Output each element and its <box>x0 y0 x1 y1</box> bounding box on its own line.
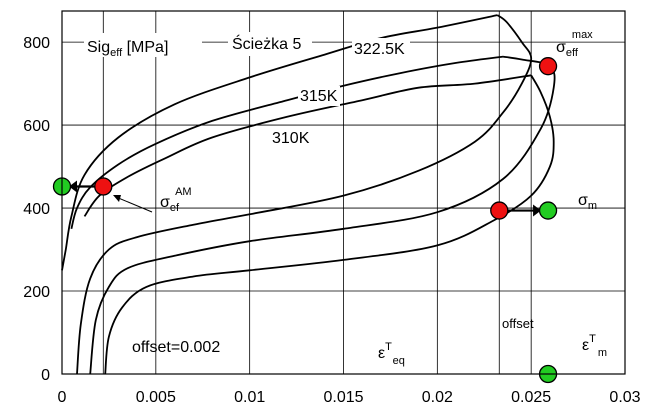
curve-310k-unloading <box>83 74 532 217</box>
sciezka-label-bg <box>228 32 312 56</box>
x-tick-label: 0.025 <box>511 389 551 406</box>
sigma-ef-am-arrow <box>115 196 153 213</box>
y-tick-label: 0 <box>41 367 50 384</box>
y-tick-labels: 0 200 400 600 800 <box>23 35 50 384</box>
label-310k-bg <box>270 128 312 148</box>
data-marker <box>538 201 558 220</box>
marker-link-arrowhead <box>69 180 77 193</box>
x-tick-label: 0.01 <box>234 389 265 406</box>
label-315k: 315K <box>300 88 338 105</box>
markers <box>52 57 558 384</box>
x-tick-label: 0.02 <box>422 389 453 406</box>
sigma-ef-am-arrowhead <box>113 195 121 202</box>
eps-m-label: εTm <box>582 333 607 359</box>
label-322-5k: 322.5K <box>354 41 405 58</box>
curve-310k-loading <box>104 74 555 375</box>
sig-eff-label: Sigeff [MPa] <box>87 39 168 59</box>
y-tick-label: 400 <box>23 201 50 218</box>
x-tick-labels: 0 0.005 0.01 0.015 0.02 0.025 0.03 <box>58 389 641 406</box>
curves <box>61 14 556 375</box>
x-tick-label: 0.015 <box>323 389 363 406</box>
y-tick-label: 800 <box>23 35 50 52</box>
data-marker <box>538 57 558 76</box>
x-tick-label: 0.03 <box>609 389 640 406</box>
eps-eq-label: εTeq <box>378 341 405 367</box>
plot-area-frame <box>61 10 626 375</box>
curve-315k-unloading <box>70 55 504 230</box>
x-tick-label: 0.005 <box>136 389 176 406</box>
offset-right-label: offset <box>502 316 534 331</box>
y-tick-label: 200 <box>23 284 50 301</box>
sigma-ef-am-label: σefAM <box>160 186 192 214</box>
sciezka-label: Ścieżka 5 <box>232 34 301 53</box>
label-322-5k-bg <box>352 38 410 58</box>
sig-eff-label-bg <box>84 33 202 57</box>
data-marker <box>490 201 509 220</box>
data-marker <box>94 177 113 196</box>
sigma-m-label: σm <box>578 192 597 212</box>
label-310k: 310K <box>272 130 310 147</box>
sigma-eff-max-label: σeffmax <box>556 29 593 59</box>
marker-links <box>62 180 549 217</box>
curve-322-5k-unloading <box>61 14 498 271</box>
label-315k-bg <box>298 86 340 106</box>
curve-322-5k-loading <box>76 14 533 375</box>
x-tick-label: 0 <box>58 389 67 406</box>
y-tick-label: 600 <box>23 118 50 135</box>
offset-left-label: offset=0.002 <box>132 339 220 356</box>
marker-link-arrowhead <box>533 204 542 217</box>
